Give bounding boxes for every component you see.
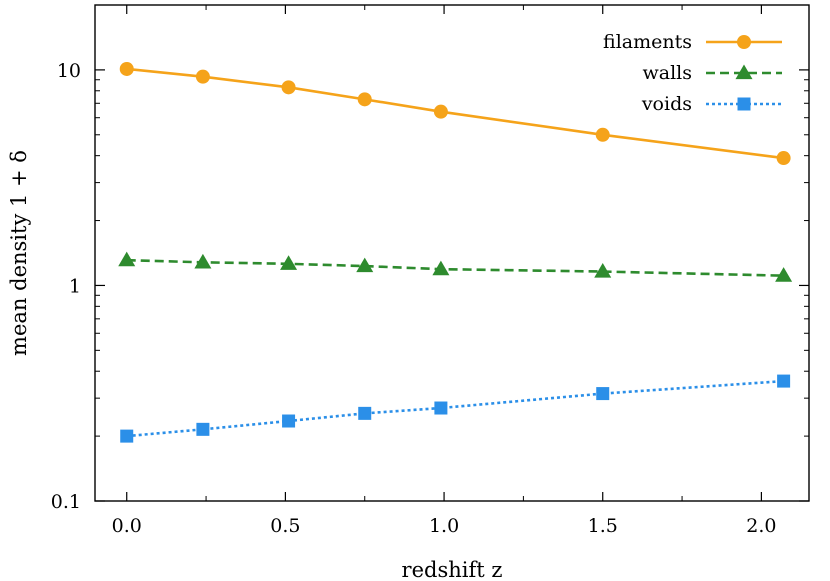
data-point-filaments bbox=[357, 92, 372, 107]
y-axis-label: mean density 1 + δ bbox=[7, 150, 31, 356]
legend-marker-filaments bbox=[737, 35, 751, 49]
x-axis-label: redshift z bbox=[402, 558, 503, 581]
series-layer bbox=[118, 61, 793, 443]
legend-marker-walls bbox=[735, 64, 753, 80]
data-point-voids bbox=[777, 374, 791, 388]
plot-frame bbox=[94, 4, 810, 502]
data-point-walls bbox=[775, 267, 793, 282]
data-point-filaments bbox=[776, 151, 791, 166]
series-walls bbox=[118, 251, 793, 282]
data-point-voids bbox=[196, 422, 210, 436]
x-tick-label: 2.0 bbox=[746, 515, 776, 537]
data-point-filaments bbox=[195, 69, 210, 84]
data-point-filaments bbox=[281, 80, 296, 95]
tick-labels: 0.0 0.5 1.0 1.5 2.0 0.1 1 10 bbox=[51, 60, 777, 537]
x-tick-label: 1.0 bbox=[429, 515, 459, 537]
x-tick-label: 0.0 bbox=[112, 515, 142, 537]
y-tick-label: 10 bbox=[57, 60, 81, 82]
data-point-filaments bbox=[595, 127, 610, 142]
data-point-voids bbox=[120, 429, 134, 443]
series-line-voids bbox=[126, 379, 784, 438]
y-tick-label: 1 bbox=[69, 275, 81, 297]
legend-label-voids: voids bbox=[641, 93, 692, 115]
data-point-voids bbox=[282, 414, 296, 428]
data-point-filaments bbox=[119, 61, 134, 76]
data-point-walls bbox=[118, 251, 136, 267]
legend: filaments walls voids bbox=[603, 31, 782, 115]
x-tick-label: 1.5 bbox=[588, 515, 618, 537]
x-tick-label: 0.5 bbox=[270, 515, 300, 537]
legend-marker-voids bbox=[737, 97, 751, 111]
series-line-walls bbox=[126, 258, 784, 277]
y-tick-label: 0.1 bbox=[51, 491, 81, 513]
data-point-filaments bbox=[433, 104, 448, 119]
data-point-voids bbox=[434, 401, 448, 415]
data-point-voids bbox=[358, 406, 372, 420]
series-filaments bbox=[119, 61, 791, 166]
series-voids bbox=[120, 374, 791, 443]
legend-label-walls: walls bbox=[643, 62, 693, 84]
legend-label-filaments: filaments bbox=[603, 31, 692, 53]
data-point-walls bbox=[356, 257, 374, 273]
data-point-walls bbox=[194, 253, 212, 269]
data-point-walls bbox=[594, 263, 612, 278]
data-point-walls bbox=[432, 260, 450, 276]
data-point-walls bbox=[280, 255, 298, 270]
axis-ticks bbox=[95, 5, 809, 502]
data-point-voids bbox=[596, 387, 610, 401]
